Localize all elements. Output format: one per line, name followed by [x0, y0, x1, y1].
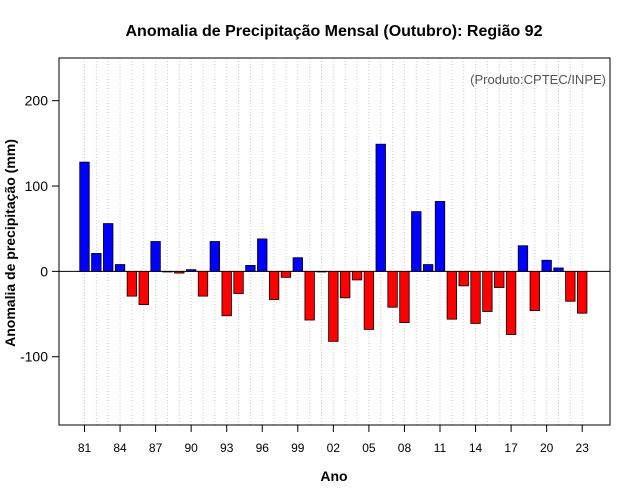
- x-tick-label: 11: [434, 441, 447, 455]
- bar-12: [446, 270, 458, 320]
- x-tick-label: 93: [220, 441, 234, 455]
- x-tick-label: 20: [540, 441, 554, 455]
- x-tick-label: 96: [256, 441, 270, 455]
- bar-23: [577, 270, 588, 314]
- bar-83: [103, 223, 114, 272]
- chart-title: Anomalia de Precipitação Mensal (Outubro…: [126, 23, 543, 40]
- bar-95: [245, 264, 256, 272]
- bar-07: [387, 270, 398, 308]
- bar-15: [482, 270, 493, 312]
- x-tick-label: 17: [504, 441, 518, 455]
- bar-08: [399, 270, 410, 323]
- bar-00: [304, 270, 315, 321]
- plot-frame: [58, 57, 611, 426]
- bar-85: [126, 270, 138, 297]
- bar-16: [494, 270, 505, 288]
- x-tick-label: 14: [469, 441, 483, 455]
- x-tick-label: 81: [78, 441, 92, 455]
- bar-11: [434, 200, 446, 272]
- bar-98: [280, 270, 292, 278]
- bars: [79, 143, 588, 342]
- y-tick-label: -100: [20, 349, 48, 365]
- bar-10: [422, 264, 434, 272]
- y-tick-label: 0: [40, 263, 48, 279]
- y-tick-label: 100: [25, 178, 49, 194]
- y-axis: -100 0 100 200: [20, 93, 59, 365]
- bar-84: [114, 264, 126, 272]
- bar-90: [185, 269, 197, 272]
- bar-88: [162, 270, 173, 273]
- x-tick-label: 05: [362, 441, 376, 455]
- bar-17: [505, 270, 517, 335]
- bar-20: [541, 259, 552, 272]
- y-tick-label: 200: [25, 93, 49, 109]
- bar-05: [363, 270, 375, 330]
- bar-09: [411, 211, 422, 272]
- source-annotation: (Produto:CPTEC/INPE): [470, 72, 606, 87]
- bar-86: [138, 270, 149, 306]
- bar-06: [375, 143, 386, 272]
- bar-19: [529, 270, 540, 312]
- bar-91: [197, 270, 209, 297]
- bar-96: [257, 238, 268, 272]
- x-axis: 81 84 87 90 93 96 99 02 05 08 11 14 17 20 23: [78, 425, 589, 455]
- bar-89: [174, 270, 185, 274]
- bar-21: [553, 267, 564, 272]
- x-tick-label: 02: [327, 441, 341, 455]
- bar-99: [292, 257, 303, 272]
- bar-01: [316, 270, 327, 273]
- bar-94: [233, 270, 244, 294]
- bar-04: [351, 270, 363, 281]
- x-tick-label: 99: [291, 441, 305, 455]
- bar-14: [470, 270, 481, 324]
- bar-82: [91, 253, 102, 272]
- bar-97: [268, 270, 280, 300]
- bar-02: [328, 270, 339, 342]
- bar-93: [221, 270, 232, 317]
- bar-18: [517, 245, 529, 272]
- bar-92: [209, 241, 221, 272]
- x-axis-label: Ano: [320, 468, 347, 484]
- y-axis-label: Anomalia de precipitação (mm): [2, 139, 18, 347]
- bar-81: [79, 161, 90, 272]
- x-tick-label: 90: [184, 441, 198, 455]
- x-tick-label: 87: [149, 441, 163, 455]
- bar-22: [565, 270, 576, 302]
- x-tick-label: 08: [398, 441, 412, 455]
- x-tick-label: 84: [113, 441, 127, 455]
- bar-13: [458, 270, 469, 287]
- x-tick-label: 23: [576, 441, 590, 455]
- bar-87: [150, 241, 161, 272]
- bar-03: [340, 270, 351, 299]
